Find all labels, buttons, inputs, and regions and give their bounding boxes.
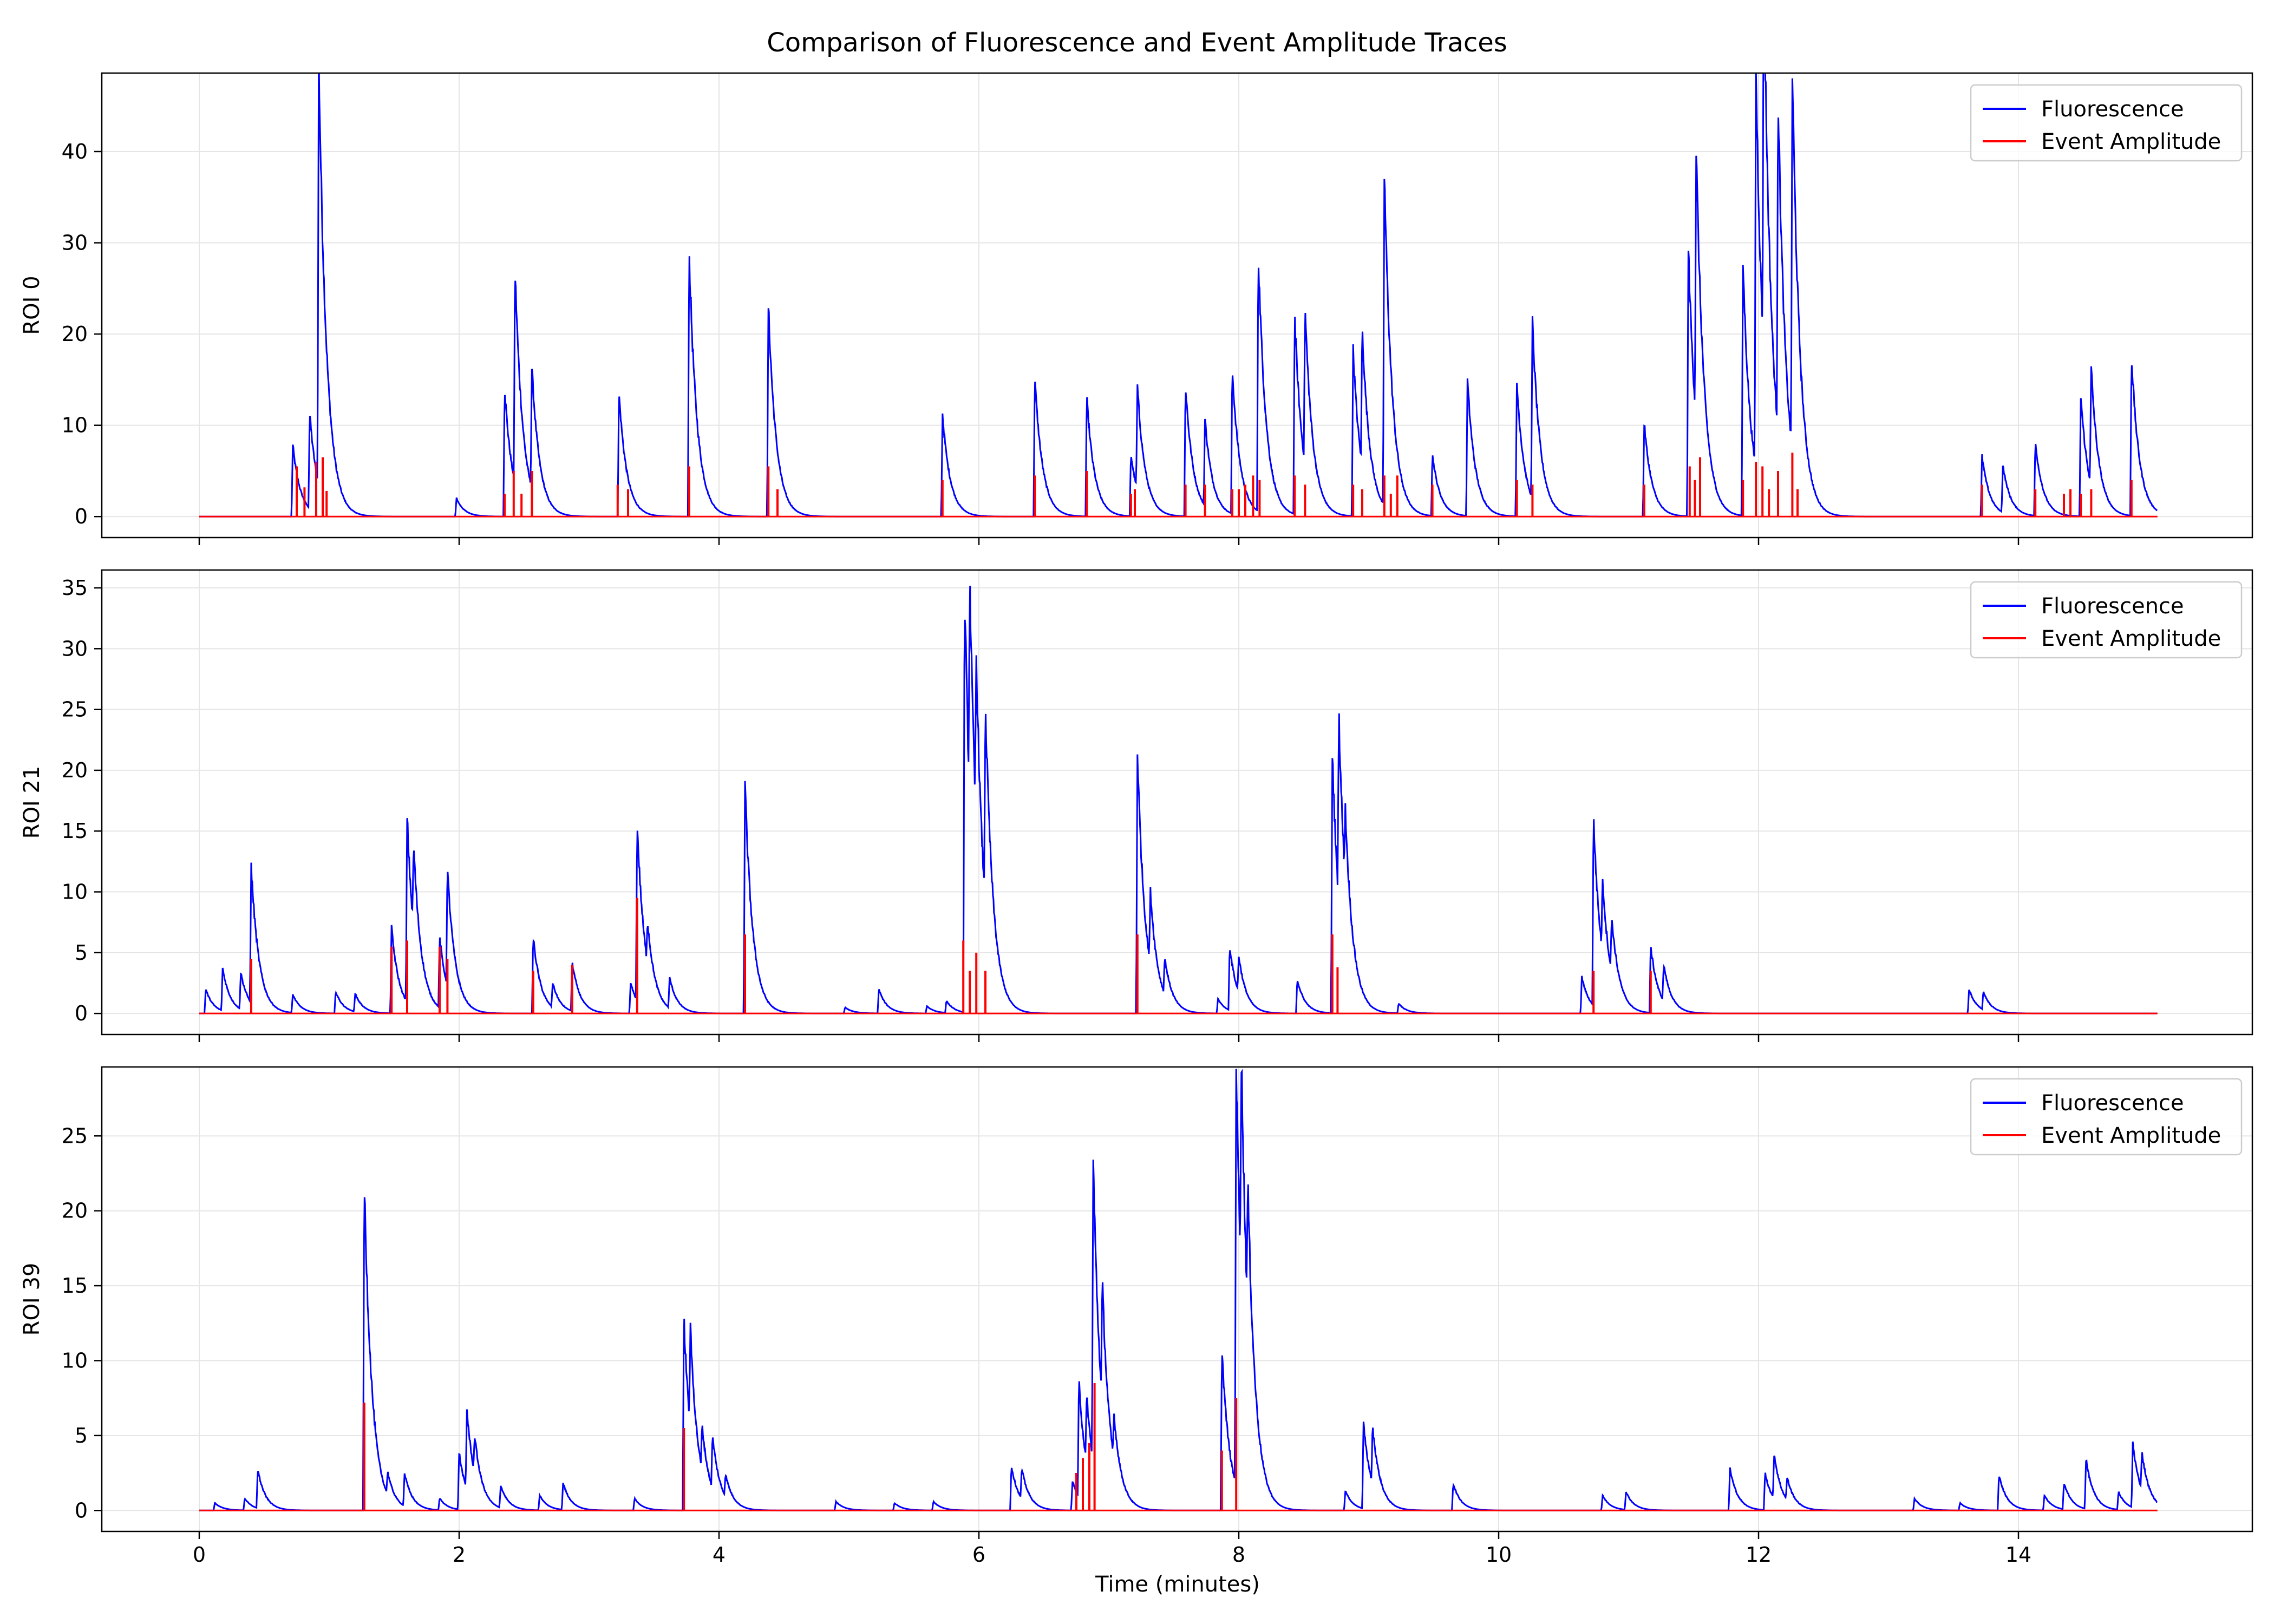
y-axis-label: ROI 21 [19, 766, 44, 839]
y-tick-label: 35 [62, 576, 88, 600]
x-tick-label: 8 [1232, 1543, 1245, 1567]
panel-roi-2: 0 2 4 6 8 10 12 14 0 5 10 15 20 25 ROI 39 Fluorescence E… [19, 1066, 2253, 1567]
y-tick-label: 10 [62, 1348, 88, 1372]
y-axis-label: ROI 0 [19, 276, 44, 335]
legend-label: Fluorescence [2041, 594, 2184, 619]
legend-label: Event Amplitude [2041, 1123, 2221, 1148]
legend-box [1970, 1078, 2243, 1156]
y-tick-label: 25 [62, 1124, 88, 1148]
legend-box [1970, 84, 2243, 162]
y-tick-label: 5 [75, 941, 88, 965]
y-axis-label: ROI 39 [19, 1263, 44, 1336]
y-tick-label: 40 [62, 140, 88, 163]
y-tick-label: 30 [62, 231, 88, 255]
fluorescence-trace [199, 1069, 2158, 1511]
fluorescence-trace [199, 73, 2158, 518]
legend: Fluorescence Event Amplitude [1970, 84, 2243, 162]
y-tick-label: 15 [62, 819, 88, 843]
axes-frame [101, 1066, 2253, 1533]
legend-label: Fluorescence [2041, 97, 2184, 122]
y-tick-label: 20 [62, 758, 88, 782]
legend-box [1970, 581, 2243, 659]
y-tick-label: 10 [62, 880, 88, 904]
x-tick-label: 4 [713, 1543, 726, 1567]
y-tick-label: 0 [75, 505, 88, 528]
legend-label: Fluorescence [2041, 1091, 2184, 1116]
y-tick-label: 25 [62, 698, 88, 722]
legend-label: Event Amplitude [2041, 129, 2221, 154]
panel-roi-0: 0 10 20 30 40 ROI 0 Fluorescence Event Amplitud… [19, 72, 2253, 545]
y-tick-label: 20 [62, 322, 88, 346]
axes-frame [101, 569, 2253, 1036]
fluorescence-trace [199, 586, 2158, 1014]
x-tick-label: 2 [453, 1543, 466, 1567]
y-tick-label: 0 [75, 1001, 88, 1025]
x-axis-label: Time (minutes) [1095, 1572, 1260, 1597]
axes-frame [101, 72, 2253, 539]
y-tick-label: 5 [75, 1424, 88, 1448]
y-tick-label: 15 [62, 1274, 88, 1298]
y-tick-label: 0 [75, 1498, 88, 1522]
x-tick-label: 0 [193, 1543, 206, 1567]
figure-title: Comparison of Fluorescence and Event Amp… [767, 28, 1507, 58]
legend: Fluorescence Event Amplitude [1970, 1078, 2243, 1156]
x-tick-label: 6 [972, 1543, 985, 1567]
y-tick-label: 20 [62, 1199, 88, 1223]
y-tick-label: 10 [62, 414, 88, 437]
x-tick-label: 12 [1746, 1543, 1772, 1567]
panel-roi-1: 0 5 10 15 20 25 30 35 ROI 21 Fluorescence Event Am… [19, 569, 2253, 1042]
legend: Fluorescence Event Amplitude [1970, 581, 2243, 659]
y-tick-label: 30 [62, 637, 88, 660]
x-tick-label: 14 [2005, 1543, 2031, 1567]
x-tick-label: 10 [1486, 1543, 1512, 1567]
legend-label: Event Amplitude [2041, 626, 2221, 651]
